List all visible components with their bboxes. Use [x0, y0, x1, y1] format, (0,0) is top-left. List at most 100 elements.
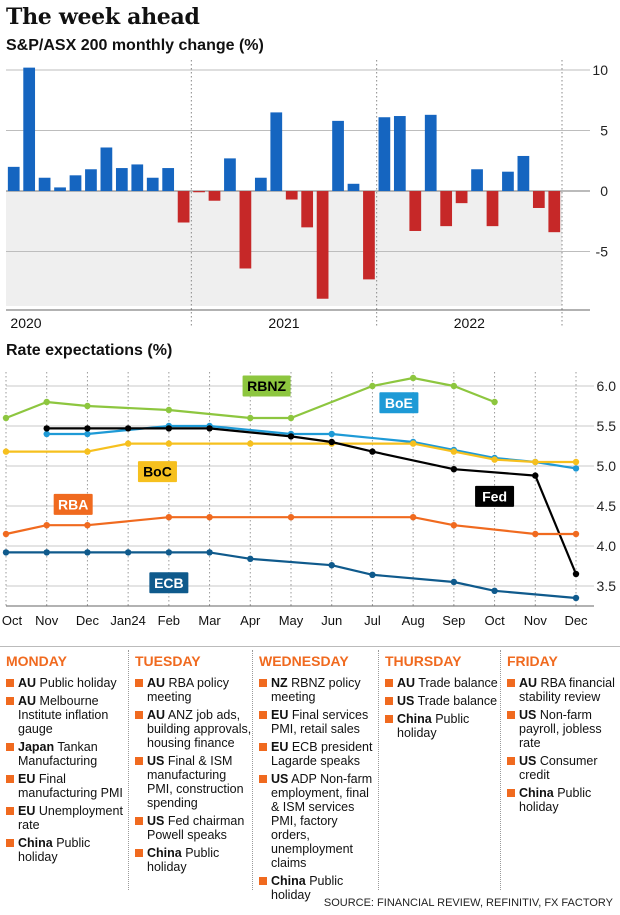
agenda-item-text: Public holiday	[519, 786, 592, 814]
data-point	[328, 438, 335, 446]
agenda-item-text: Public holiday	[18, 836, 91, 864]
data-point	[409, 514, 417, 521]
bar	[115, 168, 128, 192]
agenda-item-region: US	[519, 708, 537, 722]
bar	[502, 171, 514, 192]
bar	[440, 191, 453, 227]
year-label: 2020	[10, 315, 41, 330]
series-label-box	[137, 461, 177, 483]
data-point	[369, 571, 376, 578]
bar	[347, 183, 360, 192]
agenda-column-tuesday: TUESDAY AU RBA policy meeting AU ANZ job a…	[128, 650, 253, 890]
agenda-item: US Trade balance	[385, 694, 501, 708]
year-label: 2022	[454, 315, 485, 330]
page-title: The week ahead	[6, 4, 200, 30]
bar	[224, 158, 236, 192]
x-tick-label: Dec	[76, 613, 100, 628]
agenda-item: US Fed chairman Powell speaks	[135, 814, 253, 842]
agenda-item-region: China	[397, 712, 432, 726]
data-point	[124, 549, 132, 556]
series-label: RBA	[58, 496, 88, 512]
agenda-item-region: AU	[147, 708, 166, 722]
bar	[131, 164, 144, 192]
agenda-item: AU Trade balance	[385, 676, 501, 690]
series-label-box	[149, 572, 189, 594]
agenda-item-text: RBA policy meeting	[147, 676, 229, 704]
agenda-item-region: AU	[18, 694, 37, 708]
data-point	[247, 414, 254, 422]
agenda-item: AU Melbourne Institute inflation gauge	[6, 694, 128, 736]
y-tick-label: 6.0	[597, 378, 617, 394]
data-point	[450, 578, 458, 586]
data-point	[206, 549, 213, 556]
data-point	[450, 382, 458, 390]
agenda-column-wednesday: WEDNESDAY NZ RBNZ policy meeting EU Final …	[252, 650, 379, 902]
agenda-item-region: EU	[18, 804, 36, 818]
x-tick-label: May	[279, 613, 304, 628]
agenda-item-text: Final services PMI, retail sales	[271, 708, 369, 736]
bar	[162, 168, 175, 192]
data-point	[287, 433, 295, 440]
agenda-item: China Public holiday	[507, 786, 620, 814]
agenda-divider	[0, 646, 620, 647]
data-point	[572, 458, 580, 466]
data-point	[287, 514, 295, 521]
bar	[100, 147, 113, 192]
bar	[409, 191, 422, 231]
agenda-item-text: Public holiday	[271, 874, 344, 902]
bar	[393, 116, 406, 192]
bar	[23, 67, 36, 192]
series-label: RBNZ	[247, 378, 286, 394]
bar	[254, 177, 267, 192]
y-tick-label: 0	[600, 183, 608, 199]
agenda-item-text: Final manufacturing PMI	[18, 772, 123, 800]
bar	[7, 166, 20, 192]
agenda-item-region: China	[147, 846, 182, 860]
agenda-item-text: Trade balance	[414, 694, 498, 708]
bar	[193, 191, 205, 193]
x-tick-label: Jul	[364, 613, 381, 628]
bar	[486, 191, 499, 227]
agenda-column-monday: MONDAY AU Public holiday AU Melbourne Inst…	[0, 650, 128, 890]
series-label-box	[475, 485, 515, 507]
agenda-item-region: China	[519, 786, 554, 800]
data-point	[491, 398, 498, 406]
data-point	[2, 549, 10, 556]
agenda-item-text: Public holiday	[397, 712, 470, 740]
agenda-item: EU Final manufacturing PMI	[6, 772, 128, 800]
agenda-item-region: US	[147, 754, 165, 768]
series-label: ECB	[154, 575, 184, 591]
agenda-item: EU Unemployment rate	[6, 804, 128, 832]
x-tick-label: Nov	[35, 613, 59, 628]
data-point	[450, 466, 458, 473]
data-point	[572, 594, 580, 602]
bar	[316, 191, 329, 299]
agenda-item: China Public holiday	[385, 712, 501, 740]
agenda-item: EU Final services PMI, retail sales	[259, 708, 379, 736]
agenda-item: US Final & ISM manufacturing PMI, constr…	[135, 754, 253, 810]
data-point	[124, 440, 132, 447]
bar	[54, 187, 66, 192]
bar	[532, 191, 545, 208]
data-point	[165, 440, 173, 447]
agenda-item-text: Public holiday	[36, 676, 117, 690]
agenda-item-text: ADP Non-farm employment, final & ISM ser…	[271, 772, 373, 870]
agenda-column-thursday: THURSDAY AU Trade balance US Trade balance…	[378, 650, 501, 890]
agenda-item: EU ECB president Lagarde speaks	[259, 740, 379, 768]
agenda-item: NZ RBNZ policy meeting	[259, 676, 379, 704]
y-tick-label: 4.5	[597, 498, 617, 514]
bar	[146, 177, 159, 192]
series-line-rba	[5, 516, 576, 536]
data-point	[2, 448, 10, 455]
agenda-item-region: China	[271, 874, 306, 888]
y-tick-label: 10	[592, 62, 608, 78]
data-point	[84, 522, 91, 529]
x-tick-label: Oct	[484, 613, 505, 628]
data-point	[124, 425, 132, 432]
bar	[208, 191, 221, 201]
data-point	[165, 514, 173, 521]
data-point	[165, 406, 173, 414]
bar	[270, 112, 283, 192]
data-point	[287, 414, 295, 422]
